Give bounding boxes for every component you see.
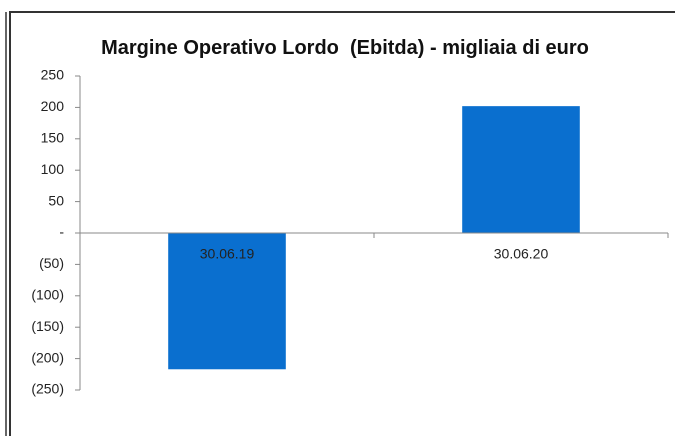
y-tick-label: - bbox=[59, 224, 64, 240]
y-tick-label: (250) bbox=[31, 381, 64, 397]
x-tick-label: 30.06.19 bbox=[200, 246, 255, 262]
bar bbox=[168, 233, 286, 370]
y-tick-label: (50) bbox=[39, 255, 64, 271]
bar bbox=[462, 106, 580, 233]
y-tick-label: 250 bbox=[41, 67, 65, 83]
chart-title: Margine Operativo Lordo (Ebitda) - migli… bbox=[101, 37, 589, 59]
y-tick-label: (100) bbox=[31, 287, 64, 303]
y-tick-label: 50 bbox=[48, 192, 64, 208]
y-tick-label: (200) bbox=[31, 349, 64, 365]
y-tick-label: 200 bbox=[41, 98, 65, 114]
y-tick-label: 100 bbox=[41, 161, 65, 177]
x-tick-label: 30.06.20 bbox=[494, 246, 549, 262]
chart-frame bbox=[9, 11, 675, 436]
y-tick-label: (150) bbox=[31, 318, 64, 334]
y-tick-label: 150 bbox=[41, 130, 65, 146]
